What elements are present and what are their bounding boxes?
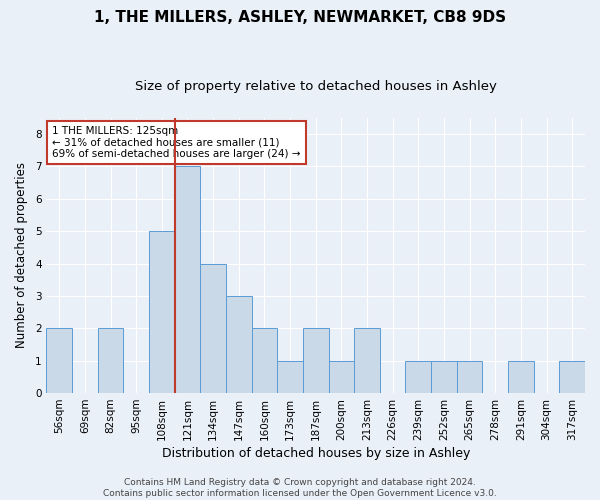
Bar [303, 328, 329, 393]
Bar [98, 328, 124, 393]
Text: 1 THE MILLERS: 125sqm
← 31% of detached houses are smaller (11)
69% of semi-deta: 1 THE MILLERS: 125sqm ← 31% of detached … [52, 126, 301, 159]
Bar [175, 166, 200, 393]
Bar [457, 360, 482, 393]
X-axis label: Distribution of detached houses by size in Ashley: Distribution of detached houses by size … [161, 447, 470, 460]
Bar [277, 360, 303, 393]
Bar [46, 328, 72, 393]
Bar [149, 231, 175, 393]
Bar [354, 328, 380, 393]
Y-axis label: Number of detached properties: Number of detached properties [15, 162, 28, 348]
Bar [431, 360, 457, 393]
Bar [329, 360, 354, 393]
Bar [200, 264, 226, 393]
Bar [559, 360, 585, 393]
Bar [508, 360, 534, 393]
Bar [406, 360, 431, 393]
Bar [226, 296, 251, 393]
Title: Size of property relative to detached houses in Ashley: Size of property relative to detached ho… [135, 80, 497, 93]
Text: 1, THE MILLERS, ASHLEY, NEWMARKET, CB8 9DS: 1, THE MILLERS, ASHLEY, NEWMARKET, CB8 9… [94, 10, 506, 25]
Text: Contains HM Land Registry data © Crown copyright and database right 2024.
Contai: Contains HM Land Registry data © Crown c… [103, 478, 497, 498]
Bar [251, 328, 277, 393]
